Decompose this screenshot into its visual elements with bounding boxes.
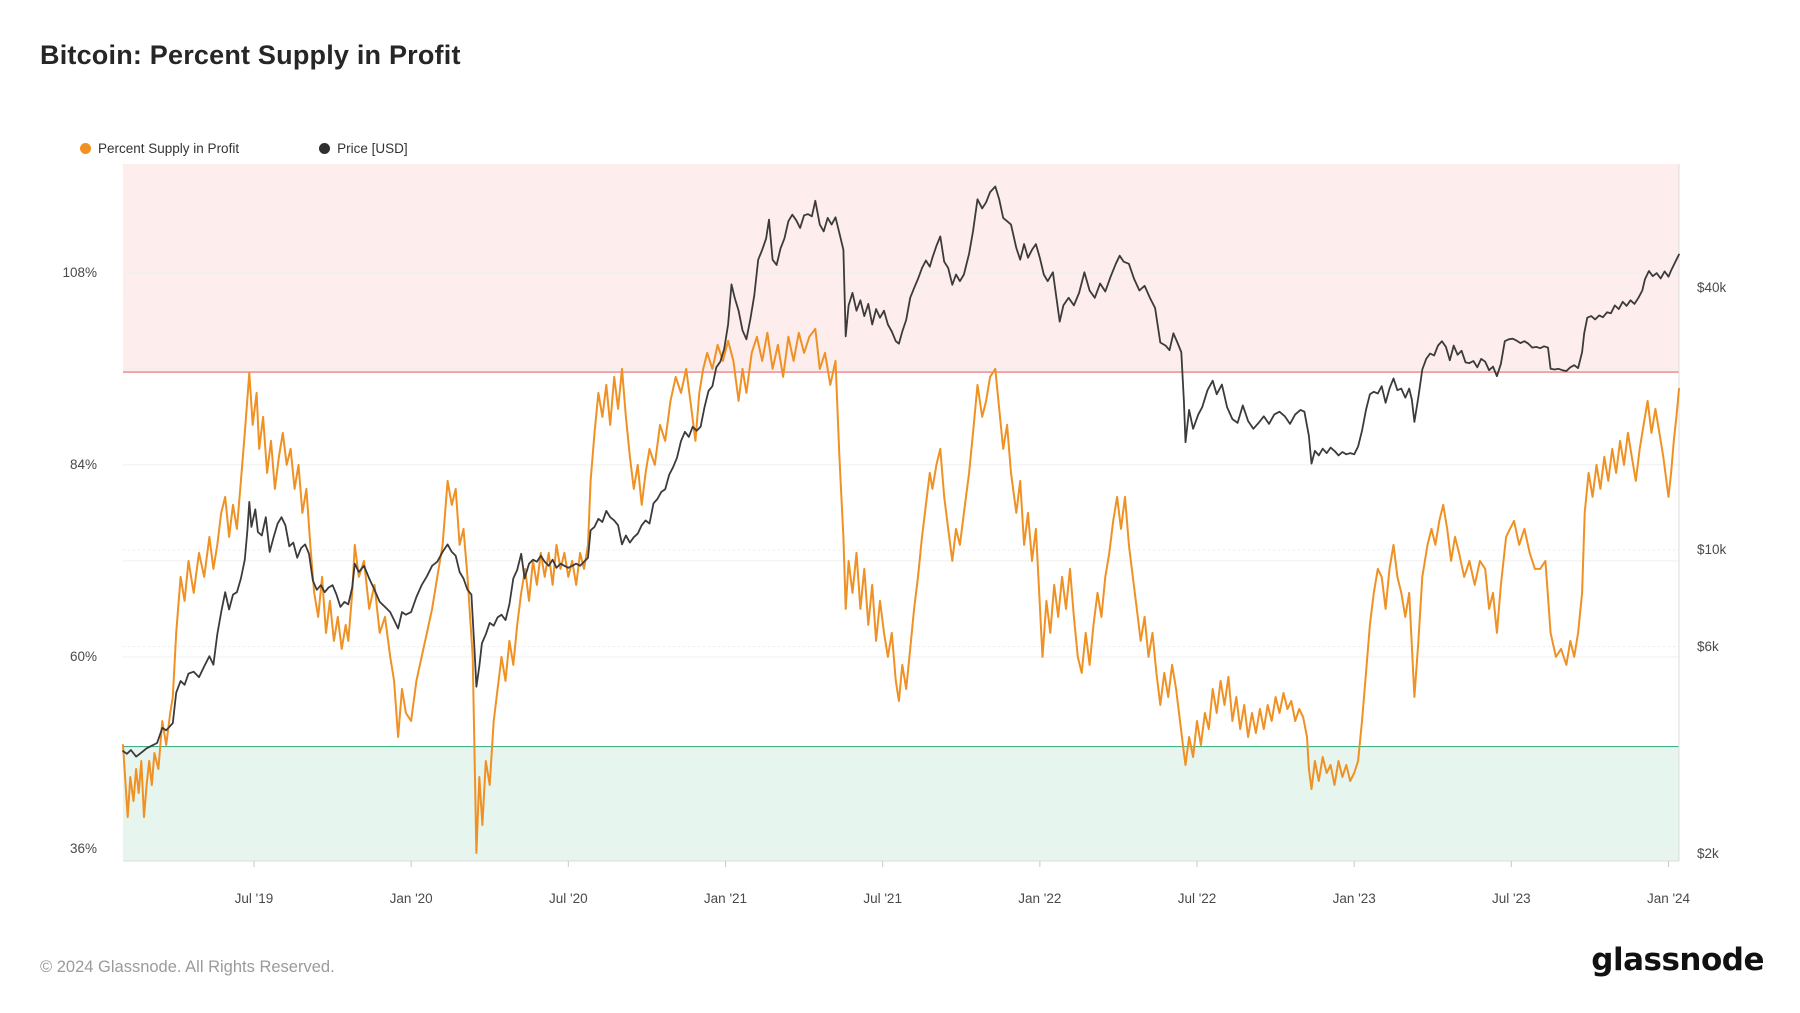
- series-line-percent-supply-in-profit: [122, 327, 1680, 854]
- y-axis-left-tick-label: 84%: [69, 456, 97, 472]
- x-axis-tick-label: Jan '22: [1018, 891, 1062, 906]
- legend-label: Price [USD]: [337, 141, 408, 156]
- x-axis-tick-label: Jul '21: [863, 891, 902, 906]
- series-line-price-usd: [122, 185, 1680, 758]
- y-axis-right-tick-label: $10k: [1697, 542, 1727, 558]
- x-axis-tick-label: Jan '20: [389, 891, 433, 906]
- y-axis-right-tick-label: $40k: [1697, 280, 1727, 296]
- x-axis-tick-label: Jul '20: [549, 891, 588, 906]
- x-axis-tick-label: Jan '23: [1332, 891, 1376, 906]
- y-axis-right-tick-label: $6k: [1697, 638, 1719, 654]
- x-axis-tick-label: Jul '22: [1177, 891, 1217, 906]
- high-profit-band: [123, 164, 1679, 373]
- footer-copyright: © 2024 Glassnode. All Rights Reserved.: [40, 958, 335, 976]
- y-axis-right-tick-label: $2k: [1697, 846, 1719, 862]
- legend-item-price-usd[interactable]: Price [USD]: [319, 141, 408, 156]
- x-axis-tick-label: Jan '24: [1646, 891, 1691, 906]
- x-axis-tick-label: Jul '19: [234, 891, 274, 906]
- percent-supply-legend-dot-icon: [80, 143, 91, 154]
- legend: Percent Supply in Profit Price [USD]: [80, 141, 408, 156]
- glassnode-logo[interactable]: glassnode: [1591, 942, 1764, 978]
- x-axis-tick-label: Jul '23: [1492, 891, 1531, 906]
- y-axis-left-tick-label: 36%: [69, 840, 97, 856]
- low-profit-band: [123, 746, 1679, 861]
- legend-item-percent-supply-in-profit[interactable]: Percent Supply in Profit: [80, 141, 239, 156]
- x-axis-tick-label: Jan '21: [703, 891, 748, 906]
- price-legend-dot-icon: [319, 143, 331, 154]
- y-axis-left-tick-label: 108%: [62, 264, 97, 280]
- y-axis-left-tick-label: 60%: [69, 648, 97, 664]
- page-title: Bitcoin: Percent Supply in Profit: [40, 40, 461, 70]
- legend-label: Percent Supply in Profit: [98, 141, 240, 156]
